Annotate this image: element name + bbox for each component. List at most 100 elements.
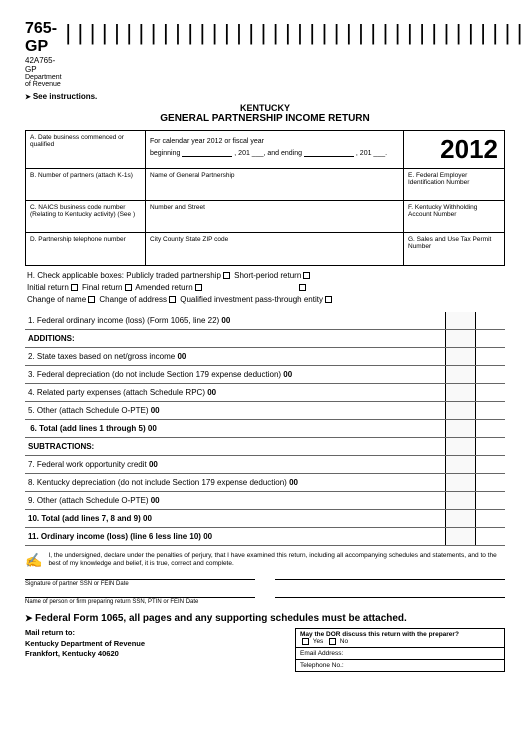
title-state: KENTUCKY: [25, 103, 505, 113]
preparer-email[interactable]: Email Address:: [296, 648, 504, 660]
cell-street[interactable]: Number and Street: [146, 201, 404, 233]
amt7b[interactable]: [475, 456, 505, 474]
line6-label: 6. Total (add lines 1 through 5): [30, 424, 145, 433]
amt8b[interactable]: [475, 474, 505, 492]
amt8[interactable]: [445, 474, 475, 492]
subtractions-head: SUBTRACTIONS:: [25, 438, 445, 456]
amt3[interactable]: [445, 366, 475, 384]
row-9: 9. Other (attach Schedule O-PTE) 00: [25, 492, 505, 510]
amt1[interactable]: [445, 312, 475, 330]
zz8: 00: [289, 478, 298, 487]
checkbox-final[interactable]: [125, 284, 132, 291]
sig-blank1[interactable]: [275, 579, 505, 587]
mail-block: Mail return to: Kentucky Department of R…: [25, 628, 145, 660]
opt-short: Short-period return: [234, 271, 301, 280]
zz2: 00: [177, 352, 186, 361]
no-label: No: [340, 638, 348, 645]
checkbox-qipt[interactable]: [325, 296, 332, 303]
zz10: 00: [143, 514, 152, 523]
form-code: 42A765-GP: [25, 56, 62, 74]
cell-g[interactable]: G. Sales and Use Tax Permit Number: [404, 233, 504, 265]
cell-b[interactable]: B. Number of partners (attach K-1s): [26, 169, 146, 201]
amt2[interactable]: [445, 348, 475, 366]
checkbox-name[interactable]: [88, 296, 95, 303]
blank-end[interactable]: [304, 149, 354, 157]
cal-end-label: , 201 ___, and ending: [234, 150, 302, 157]
cell-c[interactable]: C. NAICS business code number (Relating …: [26, 201, 146, 233]
opt-publicly: Publicly traded partnership: [126, 271, 221, 280]
opt-initial: Initial return: [27, 283, 69, 292]
checkbox-short[interactable]: [303, 272, 310, 279]
checkbox-initial[interactable]: [71, 284, 78, 291]
amt1b[interactable]: [475, 312, 505, 330]
tax-year: 2012: [404, 131, 504, 169]
opt-name: Change of name: [27, 295, 86, 304]
zz9: 00: [151, 496, 160, 505]
header-row: 765-GP 42A765-GP Department of Revenue |…: [25, 20, 505, 88]
cell-name[interactable]: Name of General Partnership: [146, 169, 404, 201]
see-instructions: See instructions.: [25, 92, 505, 101]
amt7[interactable]: [445, 456, 475, 474]
amt5[interactable]: [445, 402, 475, 420]
header-left: 765-GP 42A765-GP Department of Revenue: [25, 20, 62, 88]
cal-begin: beginning: [150, 150, 180, 157]
checkbox-amended[interactable]: [195, 284, 202, 291]
cell-d[interactable]: D. Partnership telephone number: [26, 233, 146, 265]
amt9[interactable]: [445, 492, 475, 510]
info-grid: A. Date business commenced or qualified …: [25, 130, 505, 266]
row-subtractions: SUBTRACTIONS:: [25, 438, 505, 456]
line4-label: 4. Related party expenses (attach Schedu…: [28, 388, 205, 397]
opt-amended: Amended return: [135, 283, 192, 292]
checkbox-publicly[interactable]: [223, 272, 230, 279]
line7-label: 7. Federal work opportunity credit: [28, 460, 147, 469]
row-5: 5. Other (attach Schedule O-PTE) 00: [25, 402, 505, 420]
line8-label: 8. Kentucky depreciation (do not include…: [28, 478, 287, 487]
prep-q-text: May the DOR discuss this return with the…: [300, 631, 459, 638]
zz11: 00: [203, 532, 212, 541]
cell-calendar[interactable]: For calendar year 2012 or fiscal year be…: [146, 131, 404, 169]
line10-label: 10. Total (add lines 7, 8 and 9): [28, 514, 141, 523]
cell-city[interactable]: City County State ZIP code: [146, 233, 404, 265]
row-8: 8. Kentucky depreciation (do not include…: [25, 474, 505, 492]
cell-e[interactable]: E. Federal Employer Identification Numbe…: [404, 169, 504, 201]
line11-label: 11. Ordinary income (loss) (line 6 less …: [28, 532, 201, 541]
opt-qipt: Qualified investment pass-through entity: [180, 295, 323, 304]
declaration-text: I, the undersigned, declare under the pe…: [48, 552, 505, 569]
amt3b[interactable]: [475, 366, 505, 384]
zz3: 00: [283, 370, 292, 379]
row-additions: ADDITIONS:: [25, 330, 505, 348]
amt4b[interactable]: [475, 384, 505, 402]
checkbox-yes[interactable]: [302, 638, 309, 645]
amt10b[interactable]: [475, 510, 505, 528]
amt6b[interactable]: [475, 420, 505, 438]
amt2b[interactable]: [475, 348, 505, 366]
amt4[interactable]: [445, 384, 475, 402]
yes-label: Yes: [313, 638, 324, 645]
checkbox-no[interactable]: [329, 638, 336, 645]
cell-f[interactable]: F. Kentucky Withholding Account Number: [404, 201, 504, 233]
line1-label: 1. Federal ordinary income (loss) (Form …: [28, 316, 219, 325]
sig-partner[interactable]: Signature of partner SSN or FEIN Date: [25, 579, 255, 587]
form-number: 765-GP: [25, 20, 62, 56]
sig-blank2[interactable]: [275, 597, 505, 605]
preparer-box: May the DOR discuss this return with the…: [295, 628, 505, 672]
row-7: 7. Federal work opportunity credit 00: [25, 456, 505, 474]
amt5b[interactable]: [475, 402, 505, 420]
sig-preparer[interactable]: Name of person or firm preparing return …: [25, 597, 255, 605]
cell-a[interactable]: A. Date business commenced or qualified: [26, 131, 146, 169]
line9-label: 9. Other (attach Schedule O-PTE): [28, 496, 149, 505]
signature-icon: ✍: [25, 552, 42, 569]
amt11b[interactable]: [475, 528, 505, 546]
checkbox-extra[interactable]: [299, 284, 306, 291]
preparer-question: May the DOR discuss this return with the…: [296, 629, 504, 648]
amt6[interactable]: [445, 420, 475, 438]
checkbox-address[interactable]: [169, 296, 176, 303]
preparer-tel[interactable]: Telephone No.:: [296, 660, 504, 671]
form-page: 765-GP 42A765-GP Department of Revenue |…: [0, 0, 530, 749]
amt11[interactable]: [445, 528, 475, 546]
blank-begin[interactable]: [182, 149, 232, 157]
h-intro: H. Check applicable boxes:: [27, 271, 124, 280]
amt10[interactable]: [445, 510, 475, 528]
line2-label: 2. State taxes based on net/gross income: [28, 352, 175, 361]
amt9b[interactable]: [475, 492, 505, 510]
